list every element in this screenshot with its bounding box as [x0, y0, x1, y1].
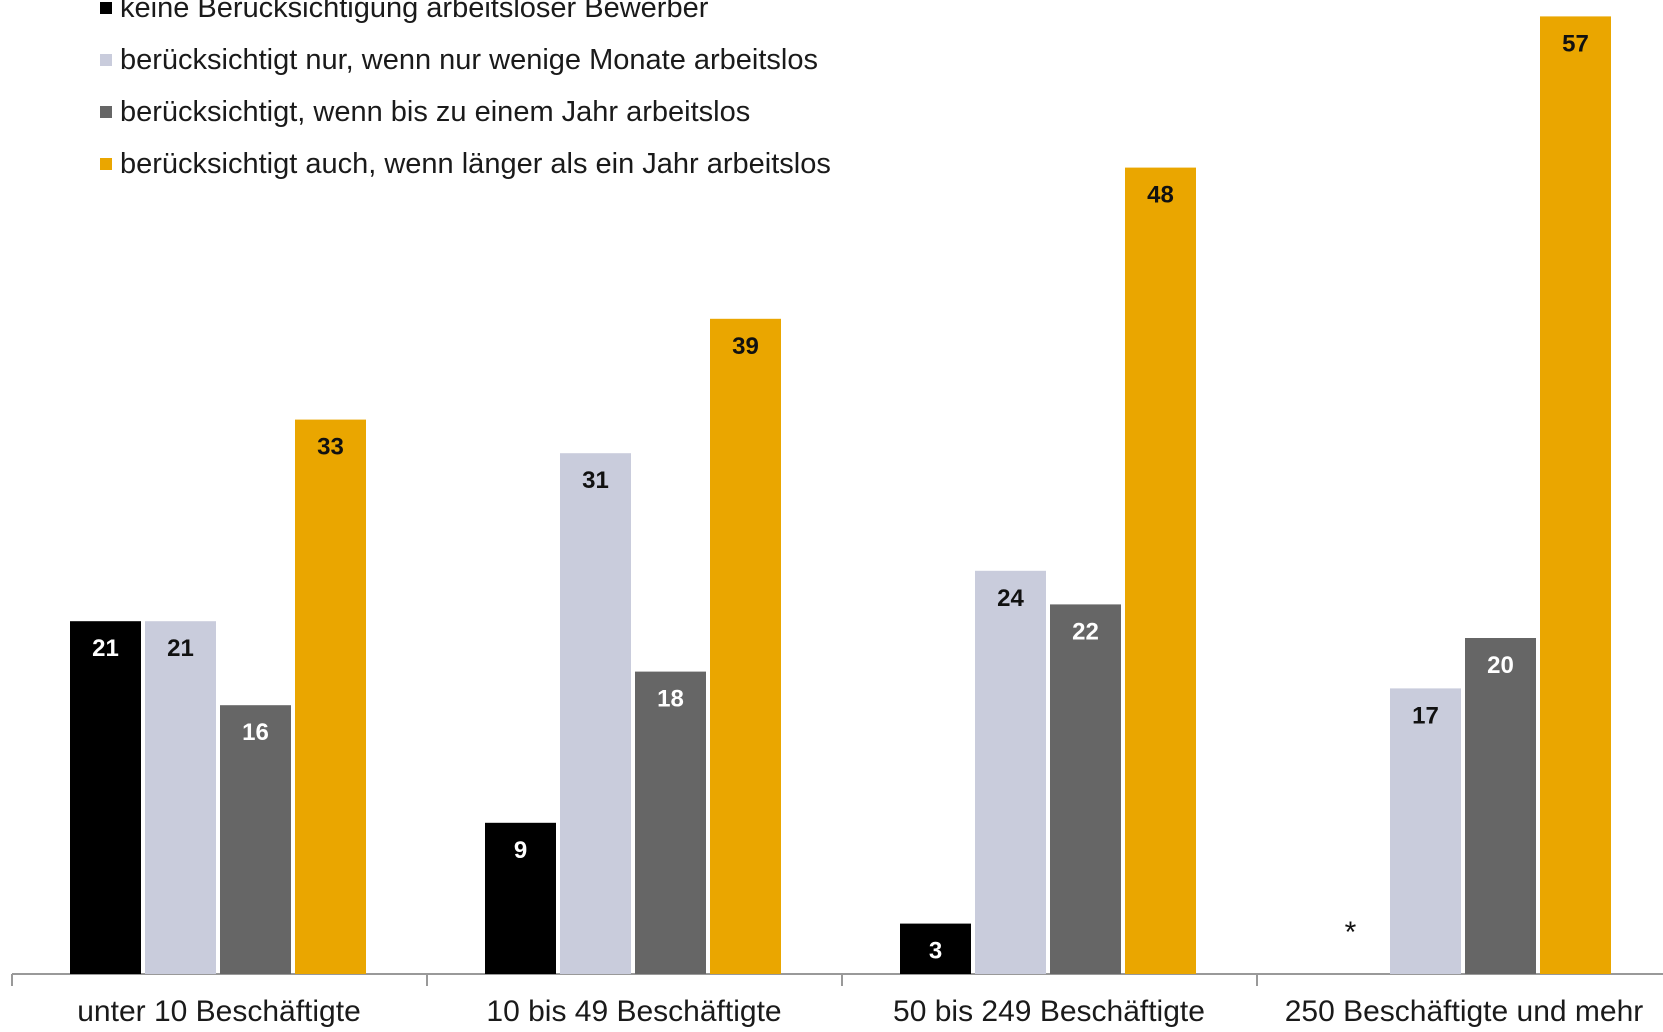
legend-swatch [100, 158, 112, 170]
data-label: 21 [167, 635, 194, 662]
legend-swatch [100, 54, 112, 66]
data-label: 31 [582, 467, 609, 494]
legend: keine Berücksichtigung arbeitsloser Bewe… [100, 0, 831, 190]
bar [710, 318, 781, 974]
legend-label: berücksichtigt, wenn bis zu einem Jahr a… [120, 95, 751, 128]
data-label: 3 [929, 938, 942, 965]
bar [220, 705, 291, 974]
data-label: 18 [657, 686, 684, 713]
bar [1125, 167, 1196, 975]
data-label: 21 [92, 635, 119, 662]
bar [635, 671, 706, 974]
legend-label: berücksichtigt nur, wenn nur wenige Mona… [120, 43, 818, 76]
data-label: 9 [514, 837, 527, 864]
legend-item: berücksichtigt nur, wenn nur wenige Mona… [100, 34, 831, 86]
legend-label: keine Berücksichtigung arbeitsloser Bewe… [120, 0, 709, 24]
data-label: 22 [1072, 618, 1099, 645]
legend-item: berücksichtigt auch, wenn länger als ein… [100, 138, 831, 190]
category-label: 10 bis 49 Beschäftigte [486, 995, 781, 1028]
data-label: 24 [997, 585, 1024, 612]
bar [1050, 604, 1121, 974]
data-label: 57 [1562, 30, 1589, 57]
bar [1465, 638, 1536, 974]
bar [975, 570, 1046, 974]
data-label: 39 [732, 333, 759, 360]
legend-item: berücksichtigt, wenn bis zu einem Jahr a… [100, 86, 831, 138]
legend-label: berücksichtigt auch, wenn länger als ein… [120, 147, 831, 180]
data-label: 20 [1487, 652, 1514, 679]
legend-swatch [100, 2, 112, 14]
bar [485, 822, 556, 974]
data-label: * [1345, 916, 1357, 949]
data-label: 48 [1147, 182, 1174, 209]
legend-swatch [100, 106, 112, 118]
bar [560, 453, 631, 974]
data-label: 16 [242, 719, 269, 746]
category-label: 50 bis 249 Beschäftigte [893, 995, 1205, 1028]
bar [295, 419, 366, 975]
data-label: 33 [317, 434, 344, 461]
data-label: 17 [1412, 702, 1439, 729]
category-label: 250 Beschäftigte und mehr [1285, 995, 1644, 1028]
category-label: unter 10 Beschäftigte [77, 995, 361, 1028]
bar [1540, 16, 1611, 974]
bar [145, 621, 216, 974]
bar [900, 923, 971, 974]
bar [70, 621, 141, 974]
legend-item: keine Berücksichtigung arbeitsloser Bewe… [100, 0, 831, 34]
bar [1390, 688, 1461, 974]
